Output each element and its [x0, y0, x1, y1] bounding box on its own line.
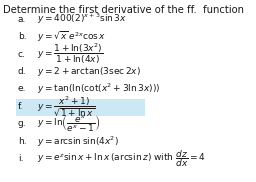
Text: d.: d. — [18, 67, 27, 76]
Text: $y = 400(2)^{x+3} \sin 3x$: $y = 400(2)^{x+3} \sin 3x$ — [37, 12, 127, 26]
Text: a.: a. — [18, 15, 26, 24]
Text: $y = \ln\!\left(\dfrac{e^x}{e^x-1}\right)$: $y = \ln\!\left(\dfrac{e^x}{e^x-1}\right… — [37, 114, 101, 134]
Text: g.: g. — [18, 119, 27, 128]
Text: $y = \tan(\ln(\cot(x^2 + 3\ln 3x)))$: $y = \tan(\ln(\cot(x^2 + 3\ln 3x)))$ — [37, 82, 161, 96]
Text: h.: h. — [18, 137, 27, 146]
Text: Determine the first derivative of the ff.  function: Determine the first derivative of the ff… — [3, 5, 244, 15]
Text: $y = 2 + \arctan(3 \sec 2x)$: $y = 2 + \arctan(3 \sec 2x)$ — [37, 65, 141, 78]
Text: $y = e^z \sin x + \ln x\,(\arcsin z)$ with $\dfrac{dz}{dx} = 4$: $y = e^z \sin x + \ln x\,(\arcsin z)$ wi… — [37, 149, 206, 169]
Text: e.: e. — [18, 84, 26, 94]
Text: $y = \dfrac{x^2+1)}{\sqrt{1+\ln x}}$: $y = \dfrac{x^2+1)}{\sqrt{1+\ln x}}$ — [37, 94, 95, 118]
Text: $y = \sqrt{x}\,e^{2x} \cos x$: $y = \sqrt{x}\,e^{2x} \cos x$ — [37, 29, 106, 44]
Text: $y = \arcsin \sin(4x^2)$: $y = \arcsin \sin(4x^2)$ — [37, 134, 119, 149]
Text: b.: b. — [18, 32, 27, 41]
Text: c.: c. — [18, 50, 26, 59]
FancyBboxPatch shape — [16, 99, 145, 116]
Text: f.: f. — [18, 102, 23, 111]
Text: i.: i. — [18, 154, 23, 163]
Text: $y = \dfrac{1+\ln(3x^2)}{1+\ln(4x)}$: $y = \dfrac{1+\ln(3x^2)}{1+\ln(4x)}$ — [37, 42, 103, 66]
